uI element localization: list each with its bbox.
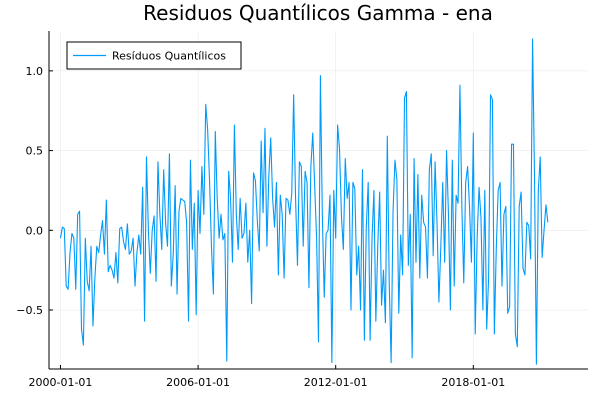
y-tick-label-0: −0.5 (16, 304, 43, 317)
chart-title: Residuos Quantílicos Gamma - ena (143, 1, 493, 25)
axes (48, 31, 588, 370)
x-tick-label-3: 2018-01-01 (441, 376, 505, 389)
x-tick-label-0: 2000-01-01 (28, 376, 92, 389)
x-tick-label-2: 2012-01-01 (304, 376, 368, 389)
x-tick-label-1: 2006-01-01 (166, 376, 230, 389)
y-tick-label-3: 1.0 (26, 65, 44, 78)
y-tick-label-1: 0.0 (26, 224, 44, 237)
legend-box (66, 41, 242, 70)
tick-labels: 2000-01-01 2006-01-01 2012-01-01 2018-01-01… (16, 65, 505, 389)
series-group (59, 38, 549, 365)
y-tick-label-2: 0.5 (26, 145, 44, 158)
legend-label: Resíduos Quantílicos (112, 50, 226, 63)
series-line-0 (59, 38, 549, 365)
legend: Resíduos Quantílicos (66, 41, 242, 70)
